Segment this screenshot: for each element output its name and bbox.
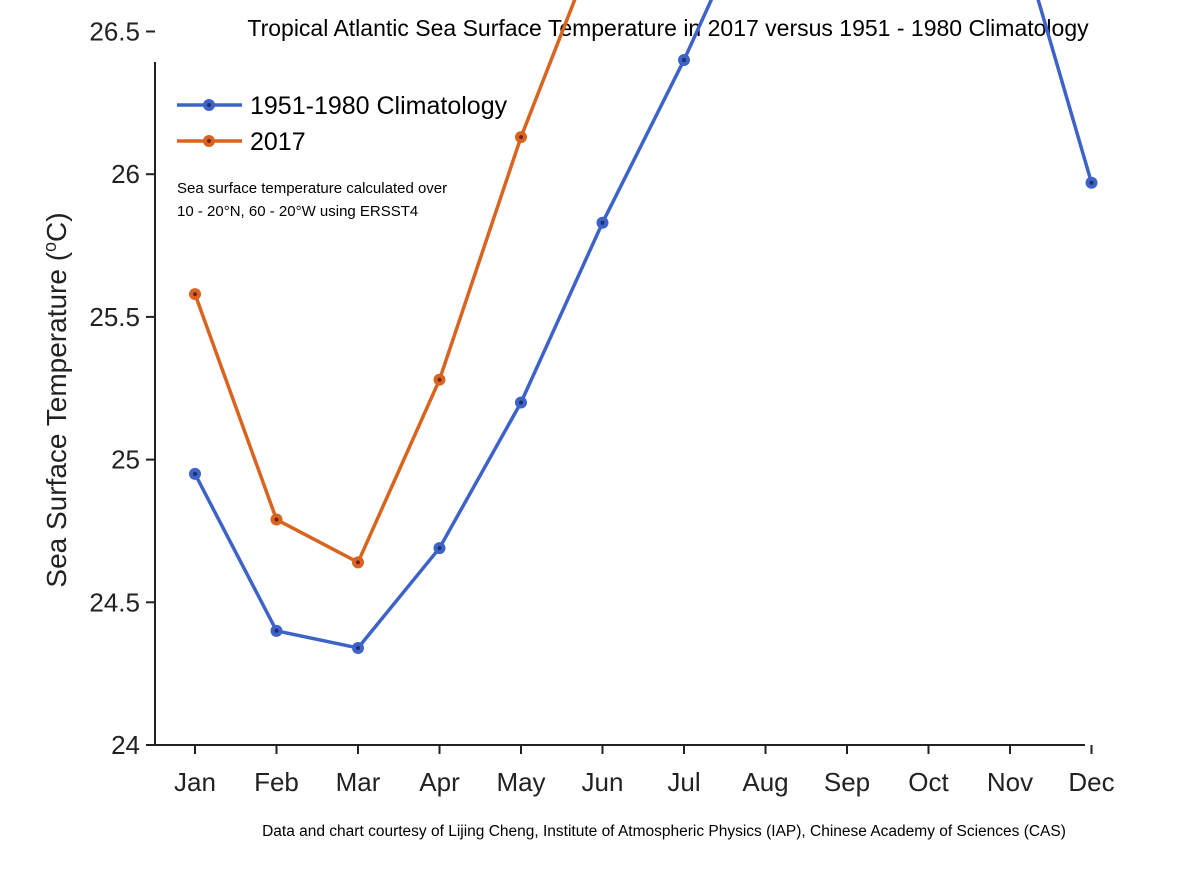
data-point-center-0	[356, 645, 360, 650]
x-tick-label: Feb	[254, 767, 299, 797]
y-axis-label-superscript: o	[40, 242, 60, 252]
legend-marker-center-climatology	[207, 103, 211, 107]
axes	[154, 62, 1085, 746]
x-tick-label: Sep	[824, 767, 870, 797]
y-axis-label-main: Sea Surface Temperature (	[41, 251, 72, 587]
data-point-center-0	[193, 471, 197, 476]
data-point-center-1	[519, 135, 523, 140]
legend-label-climatology: 1951-1980 Climatology	[250, 92, 508, 120]
legend-label-2017: 2017	[250, 128, 306, 156]
y-tick-label: 24.5	[89, 587, 140, 617]
y-tick-label: 25.5	[89, 302, 140, 332]
y-tick-label: 24	[111, 730, 140, 760]
data-point-center-0	[274, 628, 279, 633]
y-tick-label: 25	[111, 445, 140, 475]
data-point-center-1	[356, 560, 360, 565]
legend: 1951-1980 Climatology 2017	[177, 92, 508, 156]
x-tick-label: Jul	[667, 767, 700, 797]
x-tick-label: Aug	[742, 767, 788, 797]
series-layer	[189, 0, 1098, 654]
data-point-center-0	[682, 58, 686, 63]
credit-text: Data and chart courtesy of Lijing Cheng,…	[262, 823, 1066, 840]
annotation-line-2: 10 - 20°N, 60 - 20°W using ERSST4	[177, 203, 418, 220]
data-point-center-0	[1089, 180, 1094, 185]
y-tick-label: 26	[111, 159, 140, 189]
data-point-center-1	[437, 377, 442, 382]
x-tick-label: Dec	[1068, 767, 1114, 797]
x-tick-label: Apr	[419, 767, 460, 797]
data-point-center-0	[519, 400, 523, 405]
data-point-center-0	[437, 546, 442, 551]
x-tick-label: Oct	[908, 767, 949, 797]
x-tick-label: Jan	[174, 767, 216, 797]
legend-marker-center-2017	[207, 139, 211, 143]
data-point-center-1	[193, 292, 197, 297]
x-tick-label: Mar	[336, 767, 381, 797]
y-axis-label-unit: C)	[41, 212, 72, 242]
chart-title: Tropical Atlantic Sea Surface Temperatur…	[247, 15, 1089, 41]
x-tick-label: Jun	[582, 767, 624, 797]
y-axis-label: Sea Surface Temperature (oC)	[40, 212, 72, 587]
x-ticks: Jan Feb Mar Apr May Jun Jul Aug Sep Oct Nov Dec	[174, 745, 1115, 797]
data-point-center-0	[600, 220, 605, 225]
x-tick-label: Nov	[987, 767, 1033, 797]
x-tick-label: May	[496, 767, 545, 797]
series-line-1	[193, 0, 577, 565]
data-point-center-1	[274, 517, 279, 522]
annotation-line-1: Sea surface temperature calculated over	[177, 180, 447, 197]
series-line-0	[193, 0, 1094, 650]
y-tick-label: 26.5	[89, 17, 140, 47]
